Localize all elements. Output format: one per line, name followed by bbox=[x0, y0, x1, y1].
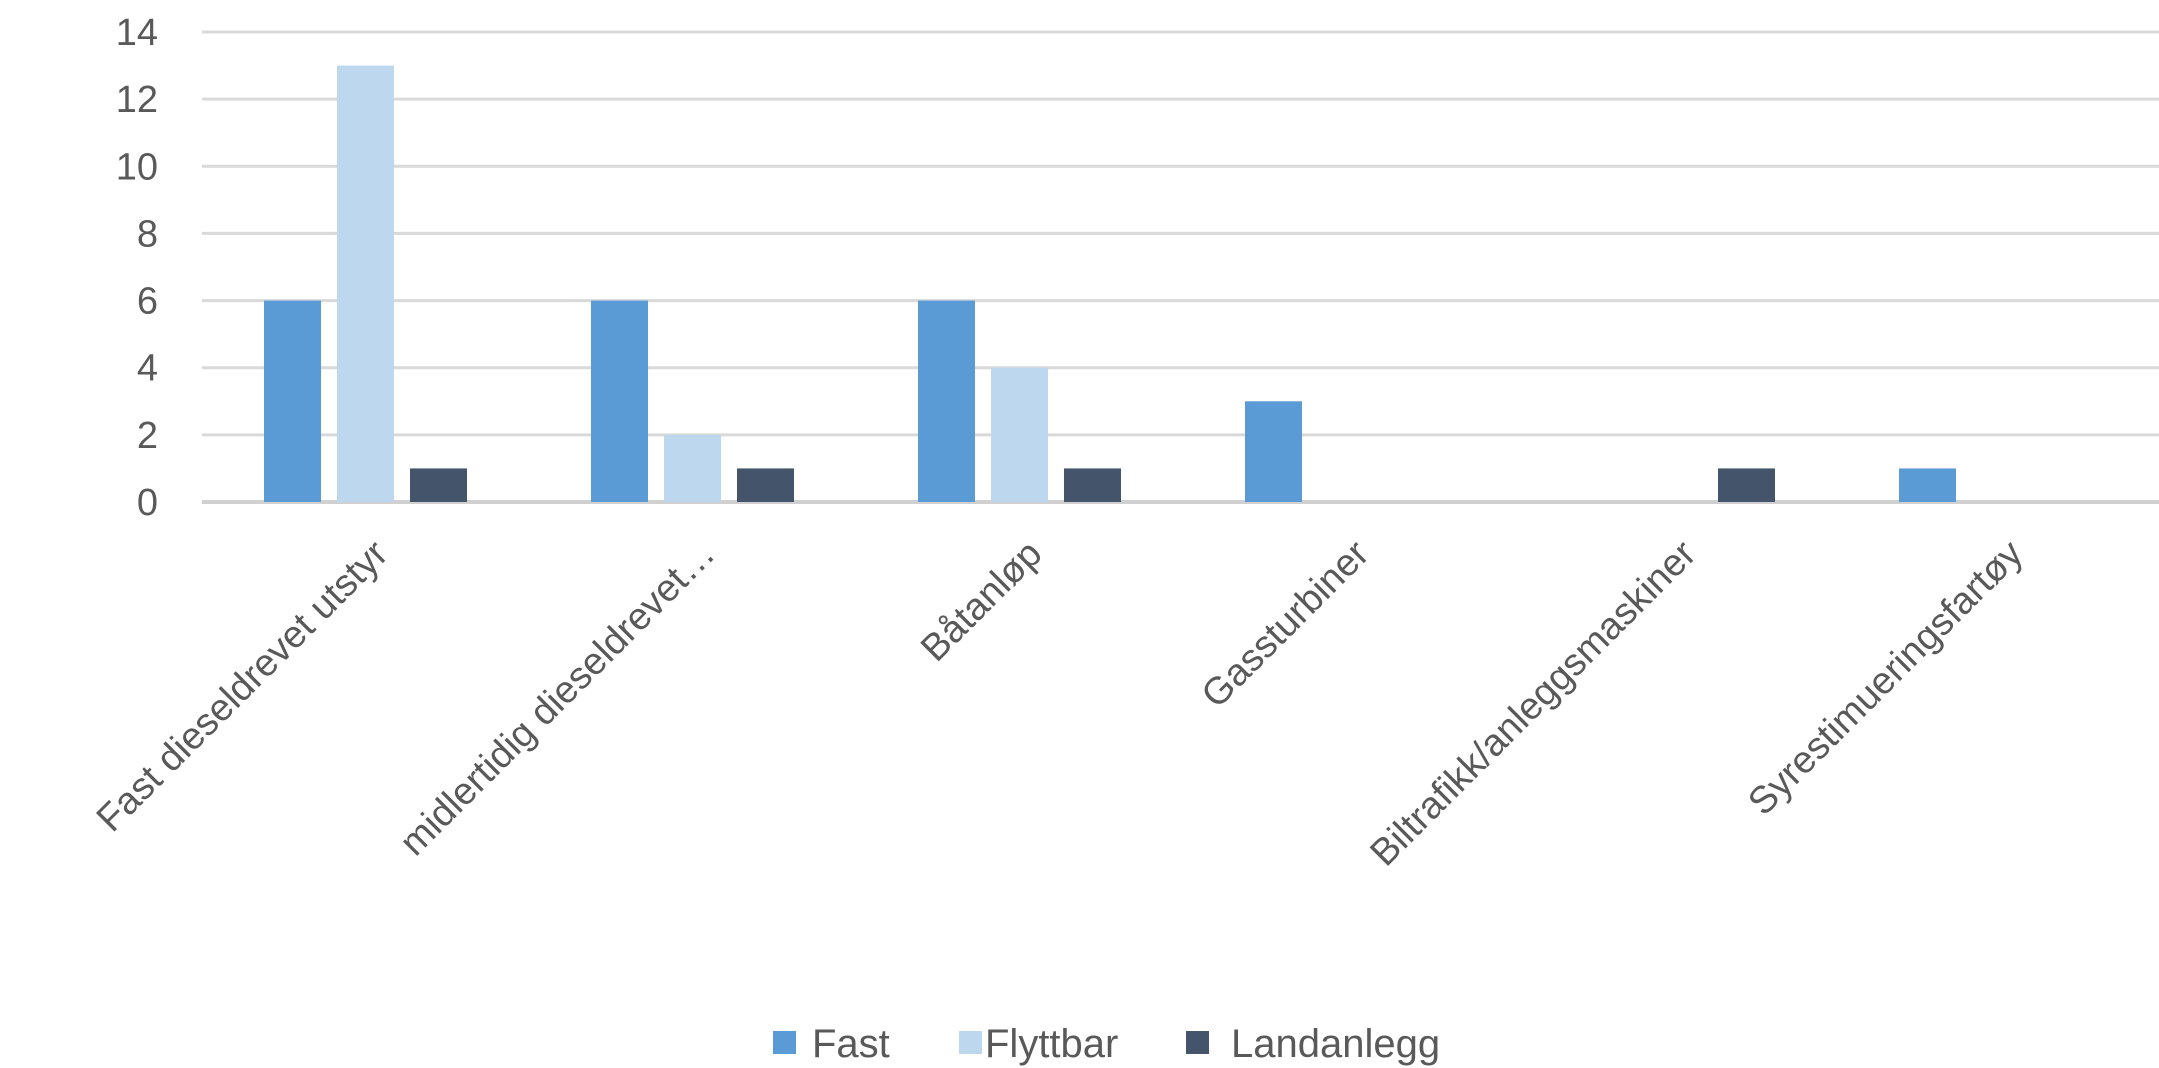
bar-landanlegg-0 bbox=[410, 468, 467, 502]
bar-fast-0 bbox=[264, 300, 321, 502]
legend-swatch-fast bbox=[773, 1031, 796, 1054]
y-tick-label: 6 bbox=[137, 281, 158, 323]
y-tick-label: 14 bbox=[116, 12, 158, 54]
y-tick-label: 8 bbox=[137, 213, 158, 255]
bar-landanlegg-4 bbox=[1718, 468, 1775, 502]
y-tick-label: 10 bbox=[116, 146, 158, 188]
y-tick-label: 4 bbox=[137, 348, 158, 390]
bar-fast-2 bbox=[918, 300, 975, 502]
legend-label-landanlegg: Landanlegg bbox=[1231, 1022, 1440, 1066]
bar-fast-1 bbox=[591, 300, 648, 502]
y-tick-label: 12 bbox=[116, 79, 158, 121]
legend: Fast Flyttbar Landanlegg bbox=[773, 1022, 1440, 1066]
y-tick-label: 0 bbox=[137, 482, 158, 524]
legend-swatch-flyttbar bbox=[959, 1031, 982, 1054]
x-category-label: Syrestimueringsfartøy bbox=[1740, 533, 2031, 824]
x-category-label: Gassturbiner bbox=[1194, 532, 1378, 716]
y-axis-ticks: 0 2 4 6 8 10 12 14 bbox=[116, 12, 158, 524]
legend-swatch-landanlegg bbox=[1186, 1031, 1209, 1054]
bar-fast-3 bbox=[1245, 401, 1302, 502]
bar-fast-5 bbox=[1899, 468, 1956, 502]
legend-label-flyttbar: Flyttbar bbox=[985, 1022, 1118, 1066]
x-category-label: midlertidig dieseldrevet… bbox=[392, 533, 723, 864]
bars bbox=[264, 65, 1956, 503]
bar-landanlegg-2 bbox=[1064, 468, 1121, 502]
legend-label-fast: Fast bbox=[812, 1022, 890, 1066]
y-tick-label: 2 bbox=[137, 415, 158, 457]
x-category-label: Fast dieseldrevet utstyr bbox=[89, 532, 397, 840]
bar-flyttbar-0 bbox=[337, 65, 394, 503]
x-category-label: Båtanløp bbox=[913, 533, 1050, 670]
bar-flyttbar-2 bbox=[991, 367, 1048, 502]
x-category-label: Biltrafikk/anleggsmaskiner bbox=[1363, 532, 1705, 874]
bar-landanlegg-1 bbox=[737, 468, 794, 502]
bar-flyttbar-1 bbox=[664, 434, 721, 502]
gridlines bbox=[202, 30, 2159, 504]
